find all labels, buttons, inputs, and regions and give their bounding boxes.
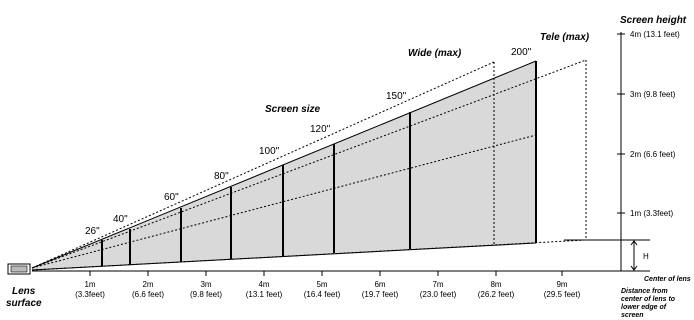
- h-dimension-arrow: [630, 240, 638, 271]
- size-label-200: 200": [511, 47, 532, 58]
- wide-max-line: [31, 61, 495, 269]
- distance-label-1m: 1m: [84, 280, 95, 289]
- distance-label-2m-ft: (6.6 feet): [132, 290, 164, 299]
- wide-max-label: Wide (max): [408, 48, 462, 59]
- distance-note: Distance from center of lens to lower ed…: [621, 288, 676, 319]
- distance-label-7m-ft: (23.0 feet): [420, 290, 457, 299]
- height-label-4m: 4m (13.1 feet): [630, 30, 680, 39]
- distance-label-3m: 3m: [200, 280, 211, 289]
- size-label-150: 150": [386, 91, 407, 102]
- screen-height-title: Screen height: [620, 15, 687, 26]
- distance-label-8m: 8m: [490, 280, 501, 289]
- height-tick-labels: 4m (13.1 feet) 3m (9.8 feet) 2m (6.6 fee…: [630, 30, 680, 218]
- distance-label-2m: 2m: [142, 280, 153, 289]
- distance-ticks: [89, 271, 563, 276]
- distance-label-4m-ft: (13.1 feet): [246, 290, 283, 299]
- center-of-lens-label: Center of lens: [644, 276, 691, 283]
- distance-label-6m: 6m: [374, 280, 385, 289]
- height-ticks: [617, 33, 625, 214]
- distance-label-4m: 4m: [258, 280, 269, 289]
- projector-icon: [7, 263, 31, 275]
- distance-tick-labels: 1m (3.3feet) 2m (6.6 feet) 3m (9.8 feet)…: [75, 280, 580, 299]
- distance-label-9m: 9m: [556, 280, 567, 289]
- lens-surface-label-1: Lens: [12, 286, 36, 297]
- h-marker-label: H: [643, 252, 649, 261]
- height-label-2m: 2m (6.6 feet): [630, 150, 676, 159]
- distance-note-line-3: lower edge of: [621, 304, 667, 311]
- distance-label-6m-ft: (19.7 feet): [362, 290, 399, 299]
- lower-dotted-line: [31, 239, 587, 271]
- distance-note-line-4: screen: [621, 312, 644, 319]
- size-label-100: 100": [259, 146, 280, 157]
- tele-max-label: Tele (max): [540, 32, 590, 43]
- distance-note-line-1: Distance from: [621, 288, 668, 295]
- height-label-1m: 1m (3.3feet): [630, 209, 673, 218]
- distance-note-line-2: center of lens to: [621, 296, 676, 303]
- size-label-80: 80": [214, 171, 229, 182]
- projection-top-line: [31, 60, 537, 269]
- tele-max-line: [31, 59, 587, 269]
- size-label-120: 120": [310, 124, 331, 135]
- screen-size-label: Screen size: [265, 104, 320, 115]
- distance-label-8m-ft: (26.2 feet): [478, 290, 515, 299]
- distance-label-5m-ft: (16.4 feet): [304, 290, 341, 299]
- lens-surface-label-2: surface: [6, 298, 42, 309]
- size-label-60: 60": [164, 192, 179, 203]
- distance-label-9m-ft: (29.5 feet): [544, 290, 581, 299]
- size-label-40: 40": [113, 214, 128, 225]
- distance-label-7m: 7m: [432, 280, 443, 289]
- height-label-3m: 3m (9.8 feet): [630, 90, 676, 99]
- distance-label-5m: 5m: [316, 280, 327, 289]
- size-label-26: 26": [85, 226, 100, 237]
- screen-verticals: [101, 61, 537, 266]
- distance-label-1m-ft: (3.3feet): [75, 290, 105, 299]
- screen-size-labels: 26" 40" 60" 80" 100" 120" 150" 200": [85, 47, 532, 237]
- distance-label-3m-ft: (9.8 feet): [190, 290, 222, 299]
